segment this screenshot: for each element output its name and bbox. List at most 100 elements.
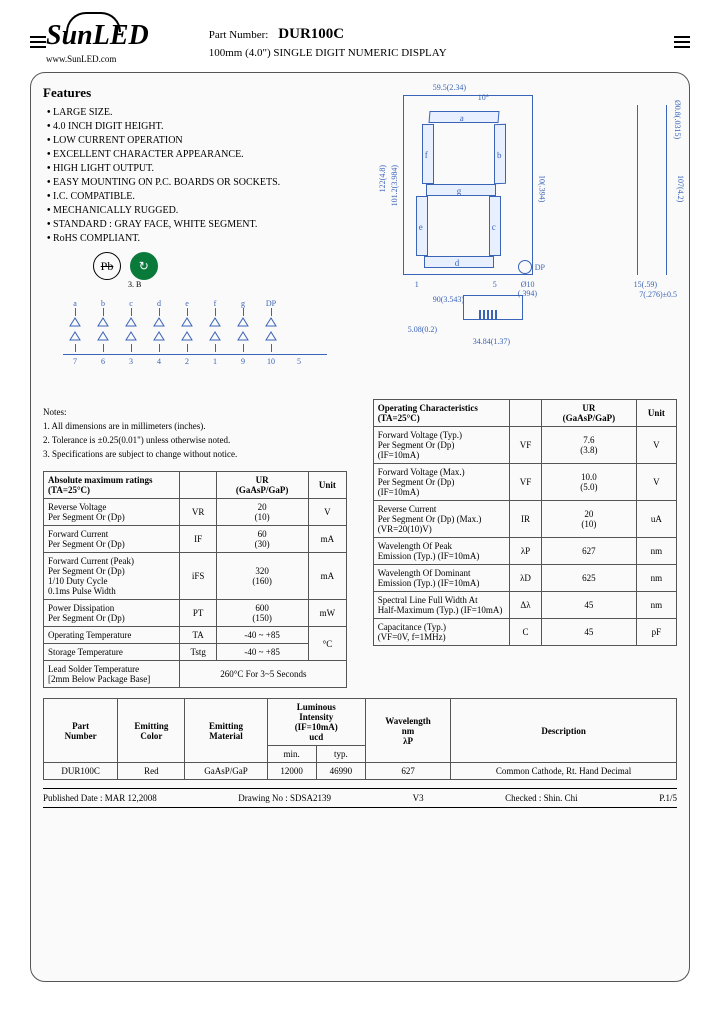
table-cell: 46990 [316, 763, 365, 780]
table-header: Description [451, 699, 677, 763]
table-cell: VF [510, 464, 542, 501]
table-cell: Common Cathode, Rt. Hand Decimal [451, 763, 677, 780]
table-cell: V [636, 464, 676, 501]
table-cell: Forward Current (Peak)Per Segment Or (Dp… [44, 553, 180, 600]
table-cell: uA [636, 501, 676, 538]
table-cell: DUR100C [44, 763, 118, 780]
side-view [637, 105, 667, 275]
table-cell: pF [636, 619, 676, 646]
table-cell: mA [308, 526, 347, 553]
table-cell: 10.0(5.0) [541, 464, 636, 501]
table-cell: nm [636, 592, 676, 619]
feature-item: EASY MOUNTING ON P.C. BOARDS OR SOCKETS. [47, 177, 347, 188]
note-item: 1. All dimensions are in millimeters (in… [43, 421, 347, 431]
table-cell: VF [510, 427, 542, 464]
table-cell: nm [636, 538, 676, 565]
table-header: LuminousIntensity(IF=10mA)ucd [267, 699, 365, 746]
seg-b: b [497, 150, 502, 160]
table-cell: 625 [541, 565, 636, 592]
table-cell: Tstg [180, 644, 216, 661]
dim-tt: Ø0.8(.0315) [673, 100, 682, 139]
table-cell: 45 [541, 592, 636, 619]
pin-num: 3 [119, 357, 143, 366]
icon-sub: 3. B [128, 280, 347, 289]
version: V3 [413, 793, 424, 803]
pin-num: 7 [63, 357, 87, 366]
dim-width: 59.5(2.34) [433, 83, 466, 92]
table-cell: PT [180, 600, 216, 627]
feature-item: MECHANICALLY RUGGED. [47, 205, 347, 216]
header-right: Part Number:DUR100C 100mm (4.0") SINGLE … [209, 26, 674, 59]
rohs-icon: ↻ [130, 252, 158, 280]
segment-display: a b c d e f g [403, 95, 533, 275]
table-cell: 20(10) [541, 501, 636, 538]
logo: SunLED [46, 20, 149, 52]
table-cell: Storage Temperature [44, 644, 180, 661]
table-cell: 627 [541, 538, 636, 565]
dim-tw: 15(.59) [634, 280, 657, 289]
dim-dpd: Ø10 [521, 280, 535, 289]
features-title: Features [43, 85, 347, 101]
table-header: WavelengthnmλP [365, 699, 450, 763]
table-cell: 627 [365, 763, 450, 780]
table-cell: Forward Voltage (Max.)Per Segment Or (Dp… [373, 464, 509, 501]
part-label: Part Number: [209, 29, 269, 41]
pin-num: 2 [175, 357, 199, 366]
feature-item: HIGH LIGHT OUTPUT. [47, 163, 347, 174]
header: SunLED www.SunLED.com Part Number: DUR100… [30, 20, 690, 64]
table-header: PartNumber [44, 699, 118, 763]
seg-f: f [425, 150, 428, 160]
pb-free-icon: Pb [93, 252, 121, 280]
summary-table: PartNumberEmittingColorEmittingMaterialL… [43, 698, 677, 780]
seg-d: d [455, 258, 460, 268]
table-cell: 45 [541, 619, 636, 646]
pin-column: c [119, 299, 143, 352]
table-cell: iFS [180, 553, 216, 600]
notes-section: Notes: 1. All dimensions are in millimet… [43, 407, 347, 463]
dp-label: DP [535, 263, 545, 272]
table-cell: 60(30) [216, 526, 308, 553]
table-cell: Operating Temperature [44, 627, 180, 644]
dim-h: 122(4.8) [378, 165, 387, 192]
dim-bw2: 34.84(1.37) [473, 337, 510, 346]
dim-ih: 101.2(3.984) [390, 165, 399, 206]
table-cell: Wavelength Of PeakEmission (Typ.) (IF=10… [373, 538, 509, 565]
pin1: 1 [415, 280, 419, 289]
pin-column: DP [259, 299, 283, 352]
feature-item: I.C. COMPATIBLE. [47, 191, 347, 202]
checked: Checked : Shin. Chi [505, 793, 578, 803]
table-cell: Power DissipationPer Segment Or (Dp) [44, 600, 180, 627]
compliance-icons: Pb ↻ 3. B [93, 252, 347, 289]
pin-column: e [175, 299, 199, 352]
table-cell: 320(160) [216, 553, 308, 600]
table-cell: 7.6(3.8) [541, 427, 636, 464]
table-cell: 260°C For 3~5 Seconds [180, 661, 347, 688]
logo-area: SunLED www.SunLED.com [46, 20, 149, 64]
dim-tb: 7(.276)±0.5 [639, 290, 677, 299]
table-cell: 12000 [267, 763, 316, 780]
pin-num: 5 [287, 357, 311, 366]
feature-item: EXCELLENT CHARACTER APPEARANCE. [47, 149, 347, 160]
table-cell: Forward CurrentPer Segment Or (Dp) [44, 526, 180, 553]
pin5: 5 [493, 280, 497, 289]
dim-bh: 5.08(0.2) [408, 325, 437, 334]
table-cell: 20(10) [216, 499, 308, 526]
table-cell: IR [510, 501, 542, 538]
footer: Published Date : MAR 12,2008 Drawing No … [43, 788, 677, 808]
pin-column: f [203, 299, 227, 352]
part-number: DUR100C [278, 26, 344, 42]
features-list: LARGE SIZE.4.0 INCH DIGIT HEIGHT.LOW CUR… [47, 107, 347, 244]
operating-table: Operating Characteristics(TA=25°C)UR(GaA… [373, 399, 677, 646]
pub-date: Published Date : MAR 12,2008 [43, 793, 157, 803]
menu-icon-left [30, 36, 46, 48]
table-cell: Reverse VoltagePer Segment Or (Dp) [44, 499, 180, 526]
feature-item: LARGE SIZE. [47, 107, 347, 118]
pin-column: a [63, 299, 87, 352]
seg-c: c [492, 222, 496, 232]
absolute-ratings-table: Absolute maximum ratings(TA=25°C)UR(GaAs… [43, 471, 347, 688]
url: www.SunLED.com [46, 54, 149, 64]
table-cell: Reverse CurrentPer Segment Or (Dp) (Max.… [373, 501, 509, 538]
pin-num: 6 [91, 357, 115, 366]
page-num: P.1/5 [659, 793, 677, 803]
bottom-view [443, 295, 553, 335]
